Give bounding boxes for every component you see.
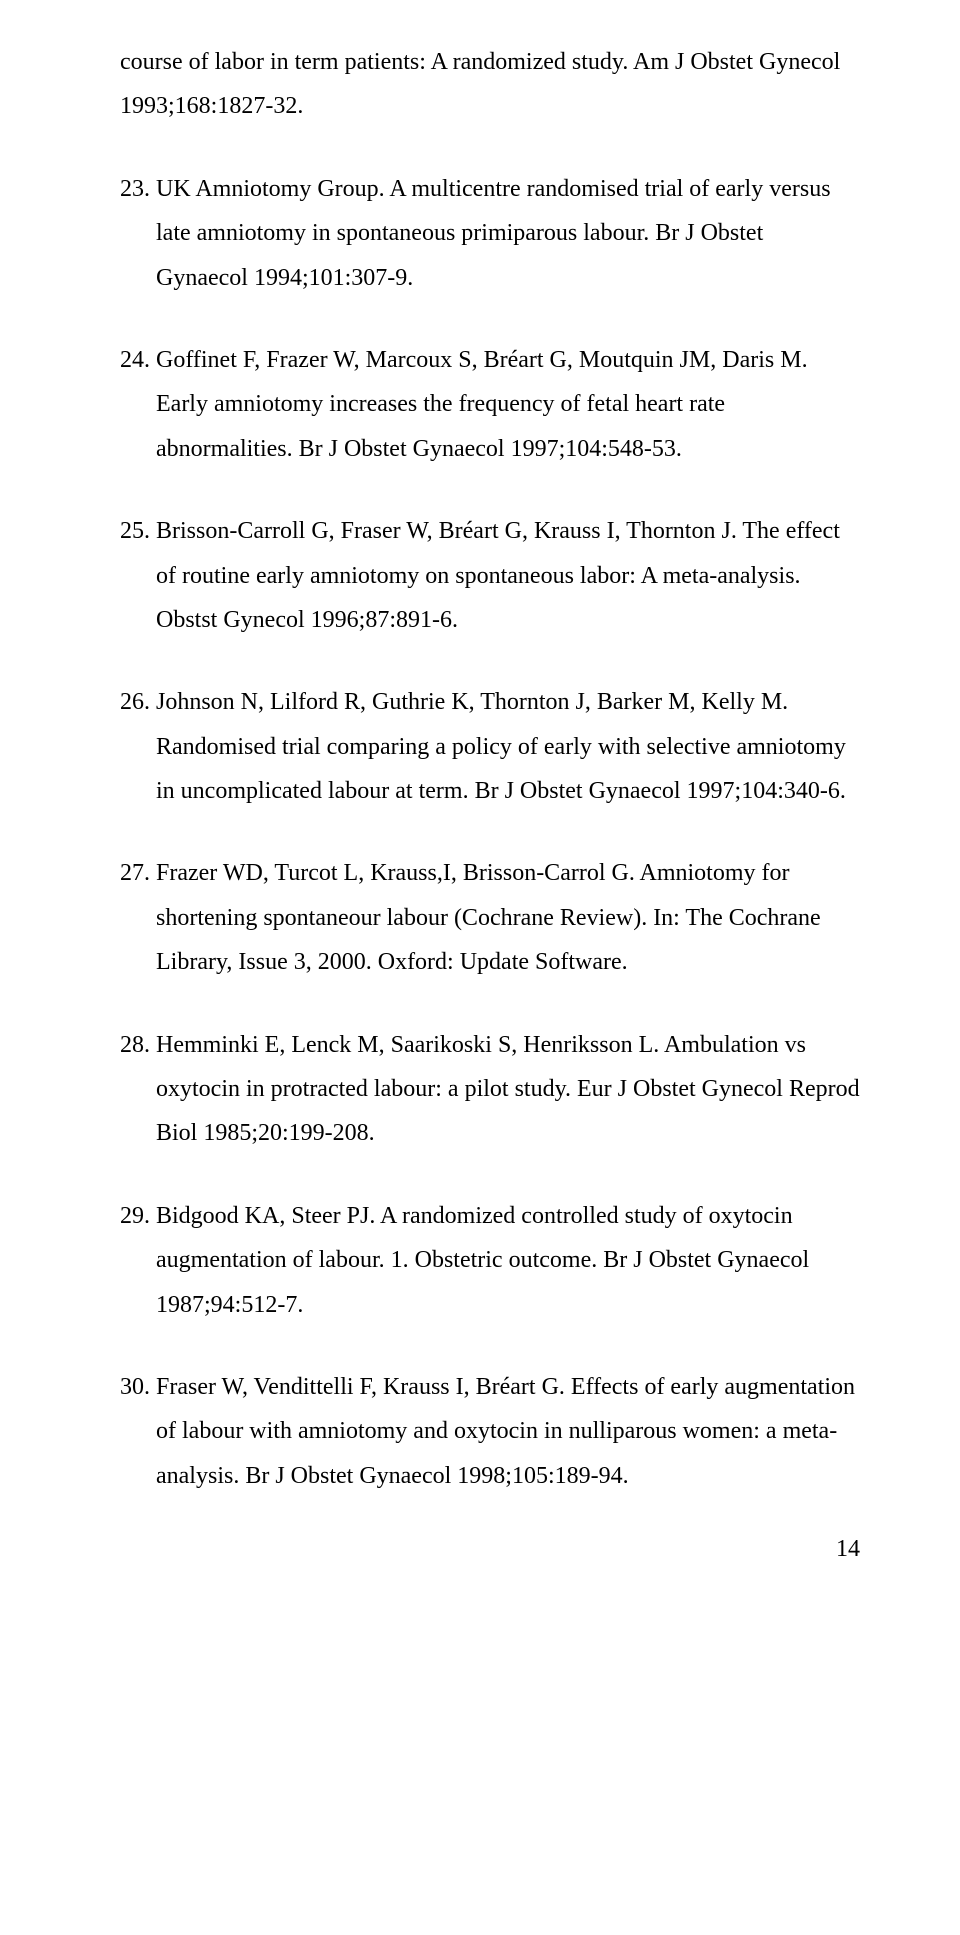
reference-text: course of labor in term patients: A rand…	[120, 49, 840, 119]
reference-text: Fraser W, Vendittelli F, Krauss I, Bréar…	[156, 1374, 855, 1489]
reference-text: Bidgood KA, Steer PJ. A randomized contr…	[156, 1203, 809, 1318]
reference-item: 28. Hemminki E, Lenck M, Saarikoski S, H…	[120, 1023, 860, 1156]
reference-item: 29. Bidgood KA, Steer PJ. A randomized c…	[120, 1194, 860, 1327]
reference-number: 25.	[120, 518, 150, 544]
reference-item: 24. Goffinet F, Frazer W, Marcoux S, Bré…	[120, 338, 860, 471]
reference-text: Hemminki E, Lenck M, Saarikoski S, Henri…	[156, 1032, 860, 1147]
reference-text: Brisson-Carroll G, Fraser W, Bréart G, K…	[156, 518, 840, 633]
reference-number: 24.	[120, 347, 150, 373]
reference-number: 28.	[120, 1032, 150, 1058]
reference-text: Frazer WD, Turcot L, Krauss,I, Brisson-C…	[156, 860, 821, 975]
reference-number: 27.	[120, 860, 150, 886]
reference-item: 25. Brisson-Carroll G, Fraser W, Bréart …	[120, 509, 860, 642]
reference-number: 29.	[120, 1203, 150, 1229]
reference-item: 27. Frazer WD, Turcot L, Krauss,I, Briss…	[120, 851, 860, 984]
reference-text: UK Amniotomy Group. A multicentre random…	[156, 176, 831, 291]
reference-item: course of labor in term patients: A rand…	[120, 40, 860, 129]
page-number: 14	[120, 1536, 860, 1563]
reference-text: Goffinet F, Frazer W, Marcoux S, Bréart …	[156, 347, 808, 462]
references-list: course of labor in term patients: A rand…	[120, 40, 860, 1498]
reference-number: 23.	[120, 176, 150, 202]
reference-number: 30.	[120, 1374, 150, 1400]
reference-text: Johnson N, Lilford R, Guthrie K, Thornto…	[156, 689, 846, 804]
reference-item: 30. Fraser W, Vendittelli F, Krauss I, B…	[120, 1365, 860, 1498]
document-page: course of labor in term patients: A rand…	[0, 0, 960, 1623]
reference-number: 26.	[120, 689, 150, 715]
reference-item: 26. Johnson N, Lilford R, Guthrie K, Tho…	[120, 680, 860, 813]
reference-item: 23. UK Amniotomy Group. A multicentre ra…	[120, 167, 860, 300]
